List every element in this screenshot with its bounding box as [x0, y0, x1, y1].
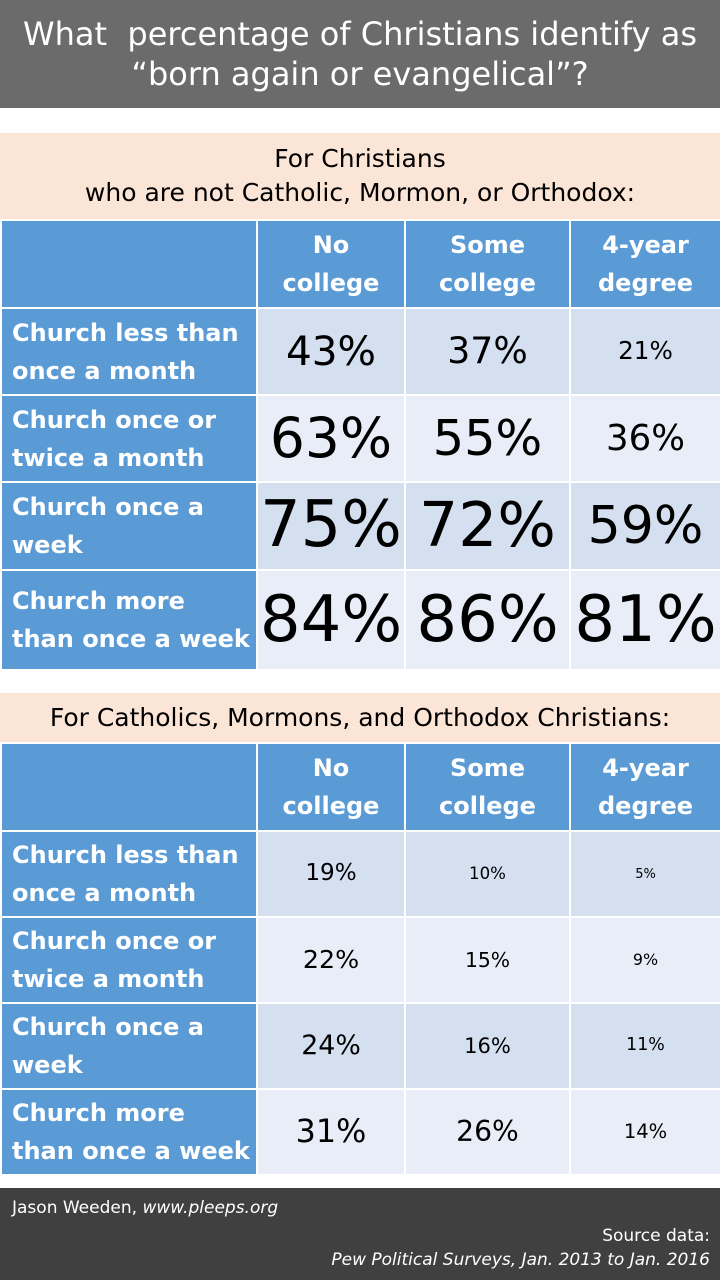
value-cell: 10% [404, 830, 571, 918]
section-2-heading-line-1: For Catholics, Mormons, and Orthodox Chr… [49, 702, 671, 732]
row-label: Church less than once a month [0, 830, 258, 918]
value-cell: 43% [256, 307, 406, 396]
value-cell: 72% [404, 481, 571, 571]
column-header-4-year-degree: 4-year degree [569, 219, 720, 309]
column-header-no-college: No college [256, 219, 406, 309]
title-banner: What percentage of Christians identify a… [0, 0, 720, 108]
value-cell: 84% [256, 569, 406, 671]
title-line-1: What percentage of Christians identify a… [23, 15, 697, 53]
value-cell: 11% [569, 1002, 720, 1090]
value-cell: 22% [256, 916, 406, 1004]
source-text: Pew Political Surveys, Jan. 2013 to Jan.… [331, 1250, 710, 1270]
value-cell: 81% [569, 569, 720, 671]
section-1-heading-line-2: who are not Catholic, Mormon, or Orthodo… [84, 178, 636, 207]
author-credit: Jason Weeden, www.pleeps.org [12, 1198, 278, 1218]
value-cell: 36% [569, 394, 720, 483]
value-cell: 59% [569, 481, 720, 571]
value-cell: 31% [256, 1088, 406, 1176]
table-row: Church more than once a week 84% 86% 81% [0, 569, 720, 671]
row-label: Church more than once a week [0, 1088, 258, 1176]
row-label: Church once or twice a month [0, 394, 258, 483]
table-row: Church once a week 24% 16% 11% [0, 1002, 720, 1090]
row-label: Church more than once a week [0, 569, 258, 671]
corner-cell [0, 219, 258, 309]
value-cell: 21% [569, 307, 720, 396]
value-cell: 26% [404, 1088, 571, 1176]
section-1-heading: For Christians who are not Catholic, Mor… [0, 133, 720, 219]
column-header-some-college: Some college [404, 219, 571, 309]
value-cell: 5% [569, 830, 720, 918]
footer: Jason Weeden, www.pleeps.org Source data… [0, 1188, 720, 1280]
author-site-link[interactable]: www.pleeps.org [142, 1198, 279, 1218]
section-1-table: No college Some college 4-year degree Churc… [0, 219, 720, 671]
column-header-4-year-degree: 4-year degree [569, 742, 720, 832]
section-2-heading: For Catholics, Mormons, and Orthodox Chr… [0, 693, 720, 742]
table-header-row: No college Some college 4-year degree [0, 219, 720, 309]
value-cell: 19% [256, 830, 406, 918]
table-row: Church once a week 75% 72% 59% [0, 481, 720, 571]
value-cell: 37% [404, 307, 571, 396]
title-line-2: “born again or evangelical”? [131, 55, 589, 93]
source-label: Source data: [602, 1226, 710, 1246]
value-cell: 55% [404, 394, 571, 483]
value-cell: 15% [404, 916, 571, 1004]
value-cell: 63% [256, 394, 406, 483]
value-cell: 14% [569, 1088, 720, 1176]
table-row: Church less than once a month 19% 10% 5% [0, 830, 720, 918]
column-header-some-college: Some college [404, 742, 571, 832]
column-header-no-college: No college [256, 742, 406, 832]
author-name: Jason Weeden, [12, 1198, 138, 1218]
value-cell: 24% [256, 1002, 406, 1090]
row-label: Church once or twice a month [0, 916, 258, 1004]
row-label: Church less than once a month [0, 307, 258, 396]
table-row: Church once or twice a month 63% 55% 36% [0, 394, 720, 483]
value-cell: 9% [569, 916, 720, 1004]
row-label: Church once a week [0, 1002, 258, 1090]
section-1-heading-line-1: For Christians [274, 144, 446, 173]
table-row: Church once or twice a month 22% 15% 9% [0, 916, 720, 1004]
table-header-row: No college Some college 4-year degree [0, 742, 720, 832]
table-row: Church more than once a week 31% 26% 14% [0, 1088, 720, 1176]
row-label: Church once a week [0, 481, 258, 571]
value-cell: 16% [404, 1002, 571, 1090]
table-row: Church less than once a month 43% 37% 21% [0, 307, 720, 396]
corner-cell [0, 742, 258, 832]
value-cell: 75% [256, 481, 406, 571]
value-cell: 86% [404, 569, 571, 671]
section-2-table: No college Some college 4-year degree Churc… [0, 742, 720, 1176]
